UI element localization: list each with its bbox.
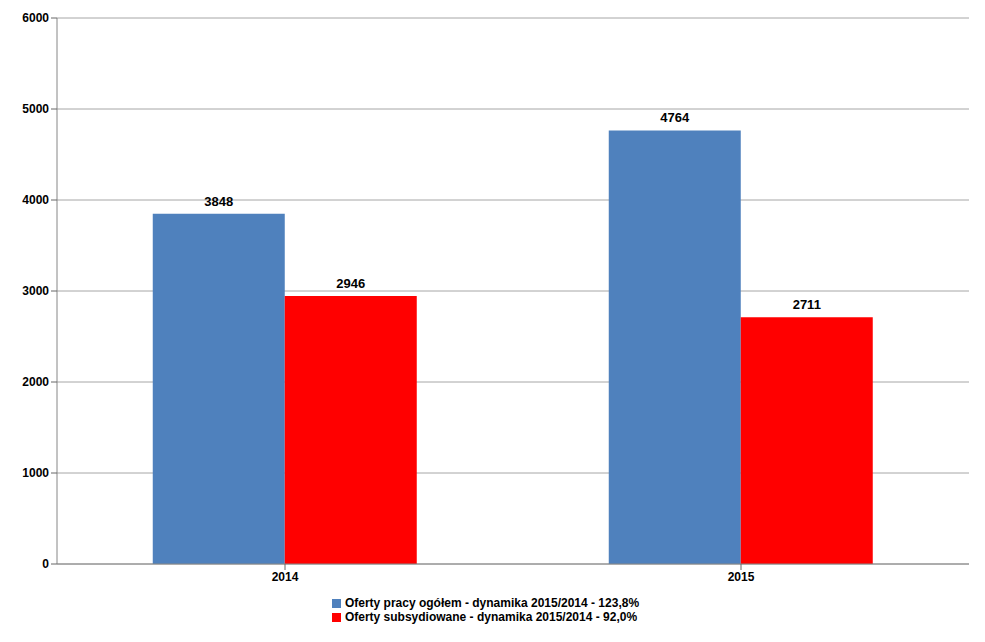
svg-text:3848: 3848 <box>204 194 233 209</box>
svg-text:2015: 2015 <box>728 570 755 584</box>
svg-text:6000: 6000 <box>22 11 49 25</box>
svg-text:1000: 1000 <box>22 466 49 480</box>
svg-text:0: 0 <box>42 557 49 571</box>
html-text:Oferty subsydiowane - dynamika: Oferty subsydiowane - dynamika 2015/2014… <box>344 610 638 624</box>
svg-text:2014: 2014 <box>272 570 299 584</box>
svg-text:5000: 5000 <box>22 102 49 116</box>
html-text:Oferty pracy ogółem - dynamika: Oferty pracy ogółem - dynamika 2015/2014… <box>344 596 640 610</box>
svg-text:2946: 2946 <box>336 276 365 291</box>
svg-text:4000: 4000 <box>22 193 49 207</box>
svg-text:2000: 2000 <box>22 375 49 389</box>
svg-text:4764: 4764 <box>660 110 690 125</box>
svg-text:2711: 2711 <box>793 297 821 312</box>
svg-text:3000: 3000 <box>22 284 49 298</box>
